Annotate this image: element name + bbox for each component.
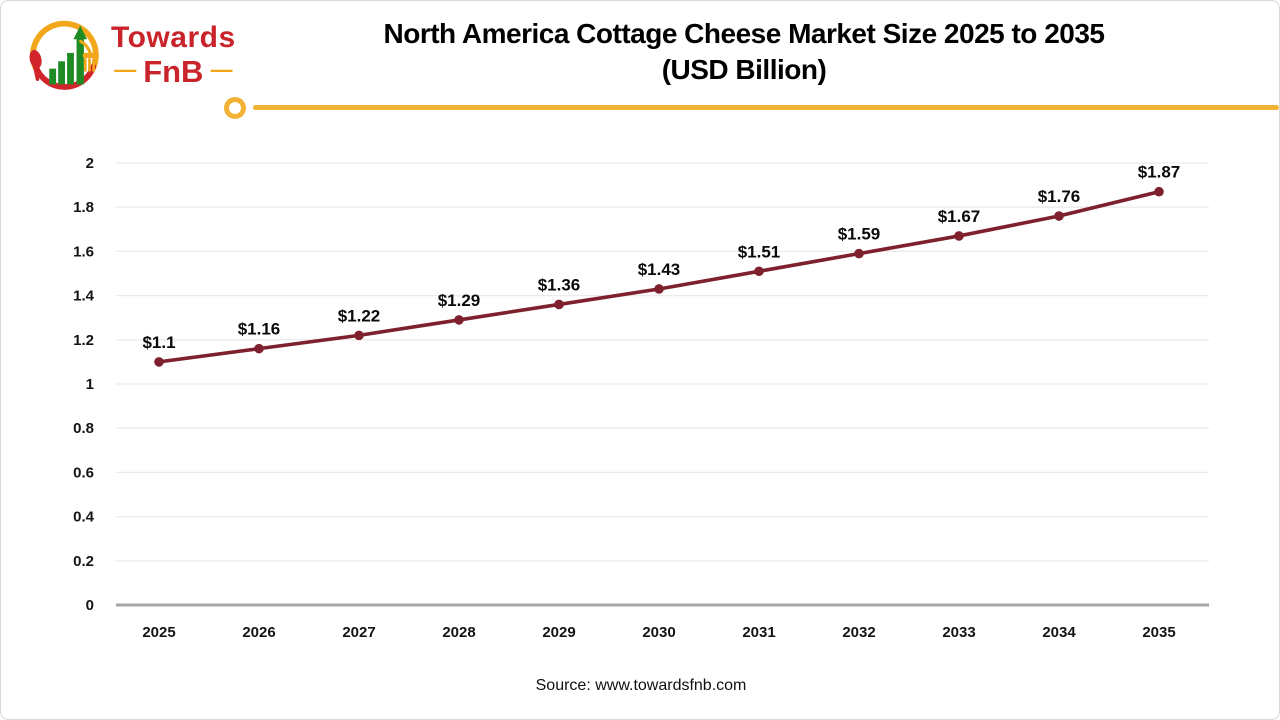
data-point-label: $1.16 bbox=[238, 320, 281, 339]
x-axis-tick-label: 2027 bbox=[342, 624, 375, 641]
y-axis-tick-label: 0.6 bbox=[73, 464, 94, 481]
page-title-line1: North America Cottage Cheese Market Size… bbox=[383, 18, 1105, 49]
data-point bbox=[1054, 211, 1064, 221]
source-note: Source: www.towardsfnb.com bbox=[535, 677, 747, 694]
x-axis-tick-label: 2034 bbox=[1042, 624, 1076, 641]
y-axis-tick-label: 1.8 bbox=[73, 199, 94, 216]
logo-dash-left: — bbox=[114, 56, 137, 82]
x-axis-tick-label: 2035 bbox=[1142, 624, 1175, 641]
title-divider-ring-icon bbox=[224, 97, 246, 119]
y-axis-tick-label: 0 bbox=[86, 597, 94, 614]
data-point-label: $1.1 bbox=[142, 333, 175, 352]
data-point-label: $1.22 bbox=[338, 306, 381, 325]
data-point bbox=[254, 343, 264, 354]
x-axis-tick-label: 2032 bbox=[842, 624, 875, 641]
logo-brand-fnb: FnB bbox=[143, 54, 204, 89]
towardsfnb-logo-icon bbox=[29, 20, 99, 90]
y-axis-tick-label: 0.8 bbox=[73, 420, 94, 437]
data-point bbox=[754, 266, 764, 277]
data-point bbox=[454, 315, 464, 325]
x-axis-tick-label: 2033 bbox=[942, 624, 975, 641]
data-point-label: $1.43 bbox=[638, 260, 681, 279]
x-axis-tick-label: 2031 bbox=[742, 624, 775, 641]
data-point bbox=[854, 248, 864, 259]
y-axis-tick-label: 1 bbox=[86, 376, 94, 393]
x-axis-tick-label: 2029 bbox=[542, 624, 575, 641]
x-axis-tick-label: 2025 bbox=[142, 624, 175, 641]
data-point bbox=[954, 231, 964, 241]
towardsfnb-logo: Towards — FnB — bbox=[23, 9, 253, 101]
data-point-label: $1.29 bbox=[438, 291, 481, 310]
data-point bbox=[354, 330, 364, 341]
x-axis-tick-label: 2026 bbox=[242, 624, 275, 641]
data-point-label: $1.51 bbox=[738, 242, 781, 261]
y-axis-tick-label: 1.2 bbox=[73, 332, 94, 349]
data-point-label: $1.76 bbox=[1038, 187, 1081, 206]
y-axis-tick-label: 1.4 bbox=[73, 288, 95, 305]
title-divider-line bbox=[253, 105, 1279, 110]
logo-brand-name: Towards bbox=[111, 21, 236, 54]
towardsfnb-logo-text: Towards — FnB — bbox=[111, 21, 236, 89]
x-axis-tick-label: 2030 bbox=[642, 624, 675, 641]
data-point-label: $1.36 bbox=[538, 275, 581, 294]
data-point-label: $1.59 bbox=[838, 225, 881, 244]
data-point bbox=[654, 284, 664, 294]
logo-dash-right: — bbox=[210, 56, 233, 82]
page-title-line2: (USD Billion) bbox=[661, 54, 827, 85]
page-title: North America Cottage Cheese Market Size… bbox=[207, 16, 1279, 88]
y-axis-tick-label: 0.4 bbox=[73, 509, 95, 526]
y-axis-tick-label: 0.2 bbox=[73, 553, 94, 570]
data-point-label: $1.87 bbox=[1138, 163, 1181, 182]
x-axis-tick-label: 2028 bbox=[442, 624, 475, 641]
data-point-label: $1.67 bbox=[938, 207, 981, 226]
data-point bbox=[554, 299, 564, 310]
data-point bbox=[1154, 186, 1164, 197]
y-axis-tick-label: 2 bbox=[86, 155, 94, 172]
y-axis-tick-label: 1.6 bbox=[73, 243, 94, 260]
data-point bbox=[154, 357, 164, 367]
